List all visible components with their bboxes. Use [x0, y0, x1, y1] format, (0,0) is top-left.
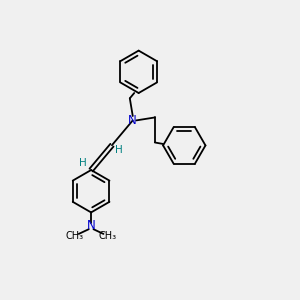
- Text: CH₃: CH₃: [66, 231, 84, 241]
- Text: CH₃: CH₃: [98, 231, 116, 241]
- Text: N: N: [87, 219, 95, 232]
- Text: H: H: [79, 158, 87, 168]
- Text: N: N: [128, 114, 137, 127]
- Text: H: H: [115, 145, 122, 154]
